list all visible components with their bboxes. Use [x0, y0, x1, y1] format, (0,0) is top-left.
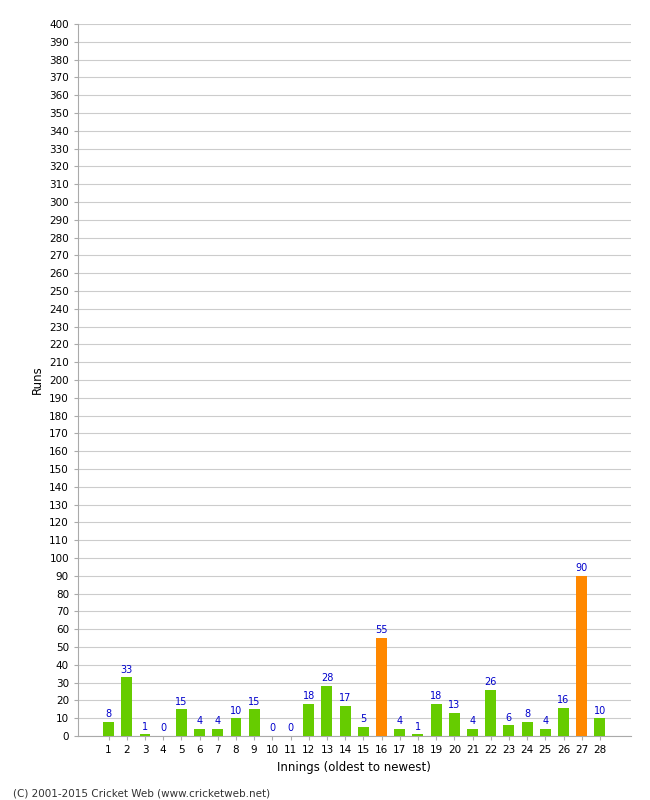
Text: (C) 2001-2015 Cricket Web (www.cricketweb.net): (C) 2001-2015 Cricket Web (www.cricketwe… — [13, 788, 270, 798]
Bar — [558, 707, 569, 736]
Y-axis label: Runs: Runs — [31, 366, 44, 394]
Bar — [540, 729, 551, 736]
Text: 10: 10 — [230, 706, 242, 715]
Text: 4: 4 — [214, 716, 221, 726]
Bar — [486, 690, 496, 736]
Text: 5: 5 — [360, 714, 367, 725]
Text: 8: 8 — [105, 709, 112, 719]
Text: 26: 26 — [484, 677, 497, 687]
Text: 0: 0 — [287, 723, 294, 734]
Bar — [304, 704, 314, 736]
Bar — [504, 726, 514, 736]
X-axis label: Innings (oldest to newest): Innings (oldest to newest) — [278, 761, 431, 774]
Bar — [395, 729, 405, 736]
Bar — [467, 729, 478, 736]
Text: 90: 90 — [576, 563, 588, 573]
Text: 4: 4 — [396, 716, 403, 726]
Bar — [449, 713, 460, 736]
Bar — [376, 638, 387, 736]
Bar — [103, 722, 114, 736]
Bar — [340, 706, 350, 736]
Bar — [176, 710, 187, 736]
Text: 18: 18 — [430, 691, 442, 702]
Bar — [577, 576, 587, 736]
Text: 4: 4 — [196, 716, 203, 726]
Bar — [431, 704, 441, 736]
Bar — [140, 734, 150, 736]
Text: 33: 33 — [121, 665, 133, 674]
Text: 18: 18 — [303, 691, 315, 702]
Text: 15: 15 — [176, 697, 188, 706]
Text: 28: 28 — [320, 674, 333, 683]
Text: 4: 4 — [469, 716, 476, 726]
Bar — [595, 718, 605, 736]
Bar — [322, 686, 332, 736]
Text: 8: 8 — [524, 709, 530, 719]
Bar — [522, 722, 532, 736]
Text: 15: 15 — [248, 697, 261, 706]
Text: 13: 13 — [448, 700, 460, 710]
Text: 0: 0 — [160, 723, 166, 734]
Text: 55: 55 — [375, 626, 388, 635]
Bar — [194, 729, 205, 736]
Bar — [413, 734, 423, 736]
Bar — [358, 727, 369, 736]
Text: 10: 10 — [594, 706, 606, 715]
Bar — [213, 729, 223, 736]
Text: 1: 1 — [415, 722, 421, 731]
Text: 6: 6 — [506, 713, 512, 722]
Text: 1: 1 — [142, 722, 148, 731]
Bar — [249, 710, 259, 736]
Text: 16: 16 — [558, 695, 569, 705]
Bar — [231, 718, 241, 736]
Bar — [122, 678, 132, 736]
Text: 4: 4 — [542, 716, 549, 726]
Text: 0: 0 — [269, 723, 276, 734]
Text: 17: 17 — [339, 693, 352, 703]
